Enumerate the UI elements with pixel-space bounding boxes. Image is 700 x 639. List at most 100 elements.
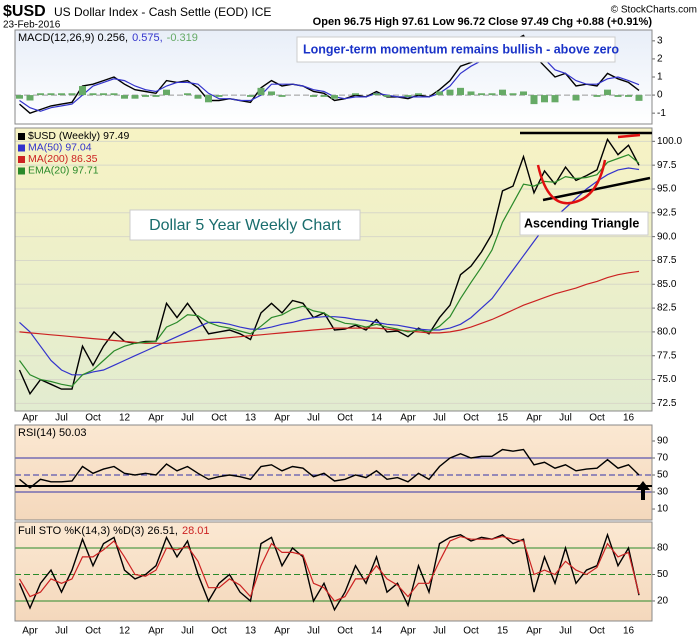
legend-entry: EMA(20) 97.71 [28,164,99,176]
histogram-bar [26,95,34,101]
histogram-bar [478,93,485,96]
histogram-bar [404,95,412,97]
histogram-bar [331,95,338,99]
panel-title-part: MACD(12,26,9) 0.256, [18,32,128,44]
histogram-bar [310,95,317,97]
panel-title: MACD(12,26,9) 0.256, 0.575, -0.319 [18,32,198,44]
x-tick-label: Oct [463,413,479,424]
histogram-bar [257,87,265,96]
x-tick-label: Jul [307,626,320,637]
y-tick-label: 90.0 [657,231,677,242]
histogram-bar [142,95,149,97]
panel-title-part: -0.319 [167,32,198,44]
series-line [19,154,640,387]
x-tick-label: 13 [245,626,257,637]
x-tick-label: Apr [22,413,38,424]
y-tick-label: 20 [657,596,669,607]
histogram-bar [110,93,118,96]
histogram-bar [215,95,223,97]
histogram-bar [184,93,191,96]
histogram-bar [268,91,275,96]
histogram-bar [614,95,622,97]
y-tick-label: 82.5 [657,303,677,314]
x-tick-label: Oct [211,626,227,637]
panel-title: RSI(14) 50.03 [18,427,86,439]
y-tick-label: 50 [657,470,669,481]
histogram-bar [152,95,160,97]
histogram-bar [593,95,601,97]
annotation-box [129,209,361,241]
x-tick-label: Oct [463,626,479,637]
histogram-bar [551,95,559,103]
histogram-bar [68,93,76,96]
annotation: Ascending Triangle [524,216,639,230]
histogram-bar [415,93,422,96]
histogram-bar [530,95,538,105]
histogram-bar [373,93,380,96]
histogram-bar [194,95,202,99]
histogram-bar [446,89,454,96]
x-tick-label: Apr [148,626,164,637]
x-tick-label: Jul [307,413,320,424]
legend-swatch [18,144,25,152]
histogram-bar [467,91,475,96]
x-tick-label: Oct [589,413,605,424]
y-tick-label: 2 [657,54,663,65]
x-tick-label: Oct [589,626,605,637]
x-tick-label: 15 [497,413,509,424]
histogram-bar [247,95,254,97]
histogram-bar [541,95,548,103]
x-tick-label: Apr [400,413,416,424]
histogram-bar [16,95,23,99]
symbol: $USD [3,3,46,20]
x-tick-label: Oct [337,626,353,637]
x-tick-label: 14 [371,413,383,424]
x-tick-label: Jul [181,413,194,424]
histogram-bar [520,91,527,96]
series-line [19,270,640,344]
histogram-bar [604,89,611,96]
x-tick-label: Jul [55,413,68,424]
sto-panel [15,522,652,621]
histogram-bar [499,89,506,96]
y-tick-label: 30 [657,487,669,498]
histogram-bar [625,95,632,97]
histogram-bar [572,95,580,101]
series-line [19,448,640,489]
x-tick-label: Oct [85,413,101,424]
histogram-bar [47,93,55,96]
y-tick-label: 72.5 [657,398,677,409]
legend-entry: MA(200) 86.35 [28,153,98,165]
histogram-bar [79,86,86,96]
panel-title: Full STO %K(14,3) %D(3) 26.51, 28.01 [18,525,210,537]
y-tick-label: 95.0 [657,184,677,195]
instrument-name: US Dollar Index - Cash Settle (EOD) ICE [54,5,271,19]
y-tick-label: 85.0 [657,279,677,290]
panel-title-part: RSI(14) 50.03 [18,427,86,439]
legend-entry: MA(50) 97.04 [28,141,92,153]
y-tick-label: 92.5 [657,207,677,218]
price-panel [15,128,652,411]
y-tick-label: 80 [657,543,669,554]
quote: Open 96.75 High 97.61 Low 96.72 Close 97… [313,16,653,28]
histogram-bar [436,91,443,96]
histogram-bar [457,87,464,96]
x-tick-label: Apr [148,413,164,424]
histogram-bar [58,93,65,96]
annotation: Dollar 5 Year Weekly Chart [149,217,341,234]
x-tick-label: 15 [497,626,509,637]
histogram-bar [488,93,496,96]
y-tick-label: 1 [657,72,663,83]
histogram-bar [89,93,97,96]
y-tick-label: -1 [657,108,666,119]
handle-mark [617,133,641,139]
cup-curve [536,159,607,205]
histogram-bar [100,93,107,96]
x-tick-label: Oct [85,626,101,637]
x-tick-label: Oct [337,413,353,424]
y-tick-label: 100.0 [657,136,682,147]
histogram-bar [37,93,44,96]
histogram-bar [352,93,359,96]
